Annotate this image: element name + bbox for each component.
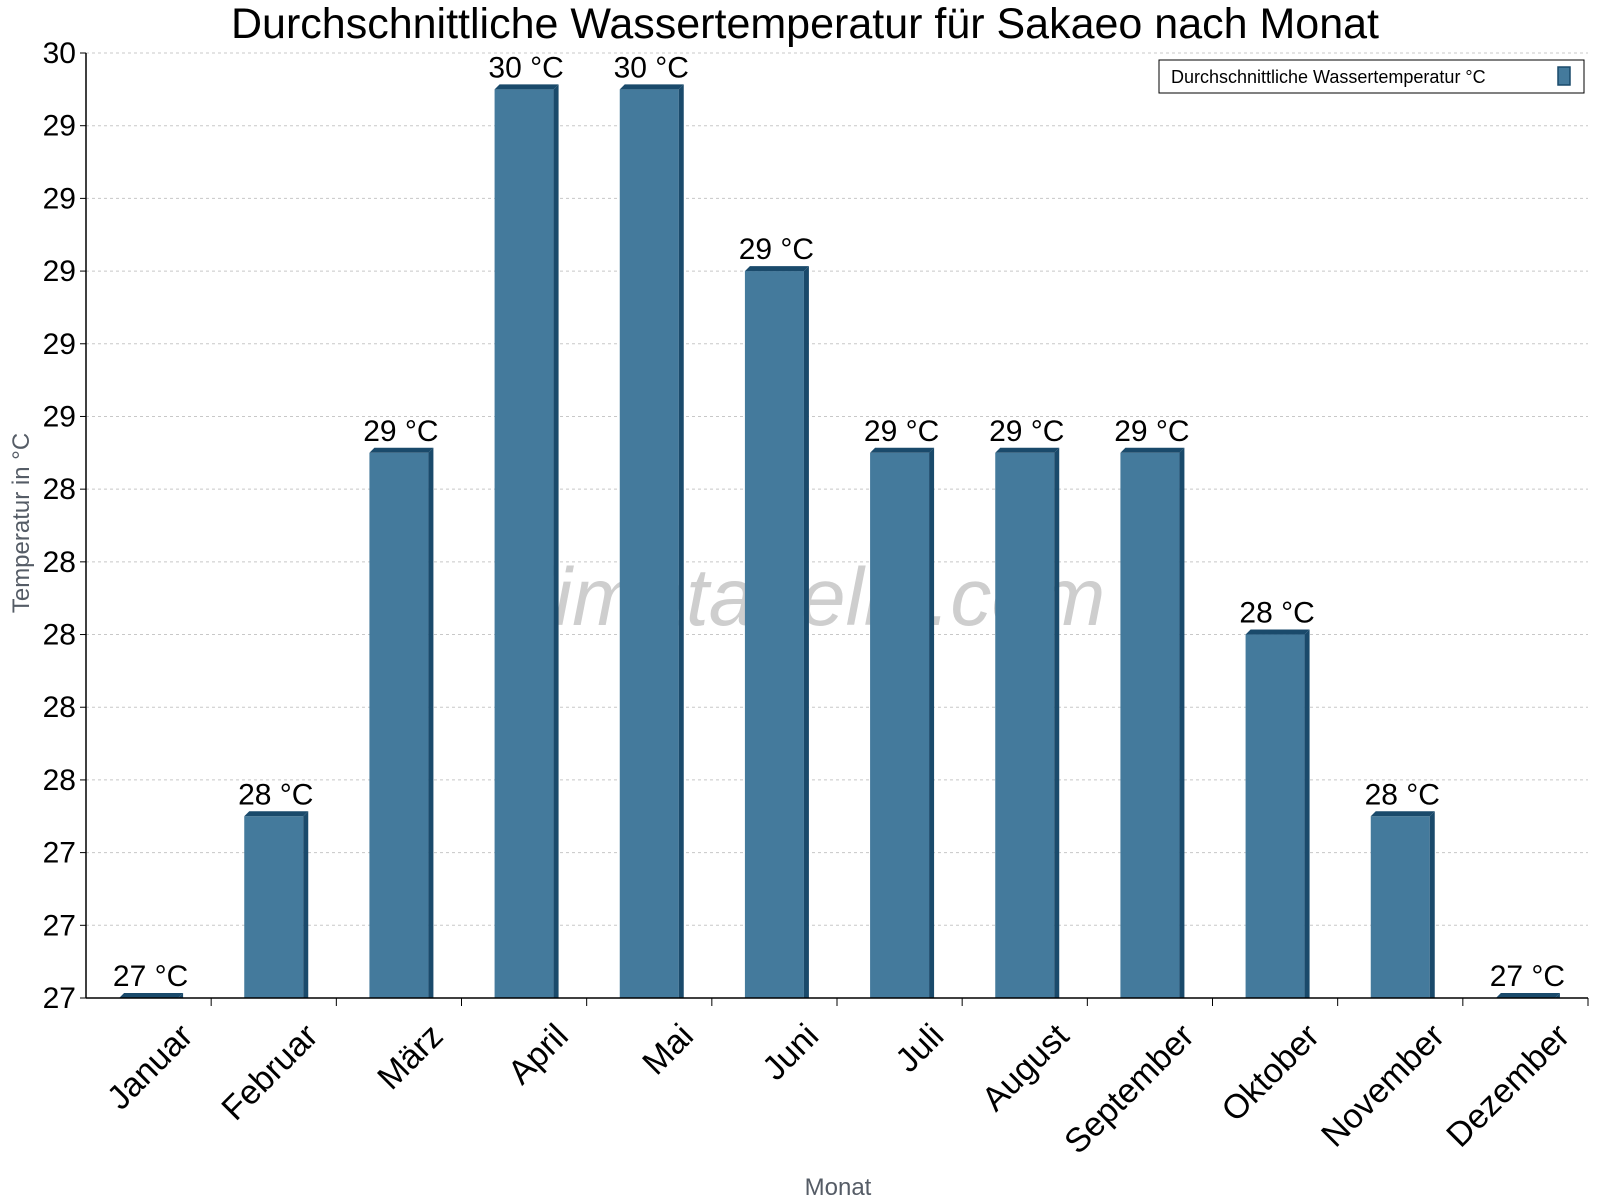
x-tick-label-12: Dezember	[1439, 1017, 1577, 1155]
x-tick-label-4: April	[501, 1017, 576, 1092]
bar-top-11	[1370, 811, 1435, 817]
axes	[80, 52, 1589, 1006]
bar-12	[1495, 993, 1560, 998]
bar-face-9	[1120, 452, 1180, 998]
data-label-4: 30 °C	[488, 51, 563, 84]
bar-3	[369, 447, 434, 998]
y-tick-label-5: 28	[43, 619, 76, 652]
y-tick-label-10: 29	[43, 255, 76, 288]
y-tick-label-9: 29	[43, 328, 76, 361]
bar-top-8	[995, 447, 1060, 453]
x-tick-label-10: Oktober	[1214, 1017, 1326, 1129]
data-label-12: 27 °C	[1490, 960, 1565, 993]
bar-face-5	[619, 89, 679, 999]
data-label-8: 29 °C	[989, 415, 1064, 448]
data-label-9: 29 °C	[1114, 415, 1189, 448]
bar-10	[1245, 629, 1310, 998]
data-label-2: 28 °C	[238, 778, 313, 811]
y-tick-label-11: 29	[43, 182, 76, 215]
y-tick-label-13: 30	[43, 37, 76, 70]
bar-6	[744, 266, 809, 999]
data-label-11: 28 °C	[1365, 778, 1440, 811]
legend-box	[1158, 59, 1585, 94]
bar-face-6	[744, 271, 804, 999]
bar-side-6	[803, 266, 809, 999]
bar-face-4	[494, 89, 554, 999]
y-tick-label-3: 28	[43, 764, 76, 797]
bar-face-7	[870, 452, 930, 998]
x-tick-label-11: November	[1314, 1017, 1452, 1155]
bar-11	[1370, 811, 1435, 998]
bar-side-4	[553, 84, 559, 999]
bar-side-7	[929, 447, 935, 998]
y-tick-label-2: 27	[43, 837, 76, 870]
bar-5	[619, 84, 684, 999]
y-tick-label-12: 29	[43, 110, 76, 143]
bar-face-10	[1245, 634, 1305, 998]
bar-9	[1120, 447, 1185, 998]
x-tick-label-9: September	[1057, 1017, 1201, 1161]
x-tick-label-2: Februar	[214, 1017, 325, 1128]
x-tick-label-6: Juni	[755, 1017, 826, 1088]
data-label-7: 29 °C	[864, 415, 939, 448]
x-tick-label-8: August	[975, 1016, 1077, 1118]
bar-7	[870, 447, 935, 998]
x-tick-label-3: März	[370, 1017, 450, 1097]
bar-side-5	[678, 84, 684, 999]
bars	[119, 84, 1560, 999]
data-label-6: 29 °C	[739, 233, 814, 266]
data-label-3: 29 °C	[363, 415, 438, 448]
bar-side-3	[428, 447, 434, 998]
data-label-1: 27 °C	[113, 960, 188, 993]
legend: Durchschnittliche Wassertemperatur °C	[1158, 59, 1585, 94]
bar-2	[244, 811, 309, 998]
x-tick-label-5: Mai	[635, 1017, 701, 1083]
y-tick-label-6: 28	[43, 546, 76, 579]
x-tick-label-1: Januar	[100, 1017, 200, 1117]
bar-side-11	[1429, 811, 1435, 998]
bar-face-8	[995, 452, 1055, 998]
y-tick-label-4: 28	[43, 691, 76, 724]
bar-top-10	[1245, 629, 1310, 635]
legend-swatch	[1557, 66, 1571, 86]
bar-side-9	[1179, 447, 1185, 998]
bar-face-11	[1370, 816, 1430, 998]
y-tick-label-1: 27	[43, 909, 76, 942]
chart-title: Durchschnittliche Wassertemperatur für S…	[231, 0, 1379, 48]
data-labels: 27 °C 28 °C 29 °C 30 °C 30 °C 29 °C 29 °C 29 °C…	[113, 51, 1565, 993]
bar-8	[995, 447, 1060, 998]
y-tick-label-8: 29	[43, 400, 76, 433]
bar-top-12	[1495, 993, 1560, 998]
y-tick-labels: 27 27 27 28 28 28 28 28 29 29 29 29 29 30	[43, 37, 76, 1015]
bar-side-10	[1304, 629, 1310, 998]
x-tick-label-7: Juli	[888, 1017, 951, 1080]
x-axis-title: Monat	[805, 1174, 872, 1200]
bar-top-9	[1120, 447, 1185, 453]
bar-top-4	[494, 84, 559, 90]
legend-label: Durchschnittliche Wassertemperatur °C	[1171, 67, 1486, 87]
bar-1	[119, 993, 184, 998]
y-tick-label-0: 27	[43, 982, 76, 1015]
grid-lines	[86, 52, 1588, 926]
bar-top-1	[119, 993, 184, 998]
bar-top-7	[870, 447, 935, 453]
y-tick-label-7: 28	[43, 473, 76, 506]
data-label-5: 30 °C	[614, 51, 689, 84]
bar-face-3	[369, 452, 429, 998]
y-axis-title: Temperatur in °C	[8, 433, 35, 613]
bar-top-6	[744, 266, 809, 272]
bar-face-2	[244, 816, 304, 998]
bar-side-8	[1054, 447, 1060, 998]
x-tick-labels: Januar Februar März April Mai Juni Juli AugustS…	[100, 1016, 1577, 1161]
bar-side-2	[303, 811, 309, 998]
bar-top-2	[244, 811, 309, 817]
bar-4	[494, 84, 559, 999]
data-label-10: 28 °C	[1239, 597, 1314, 630]
bar-top-3	[369, 447, 434, 453]
bar-top-5	[619, 84, 684, 90]
